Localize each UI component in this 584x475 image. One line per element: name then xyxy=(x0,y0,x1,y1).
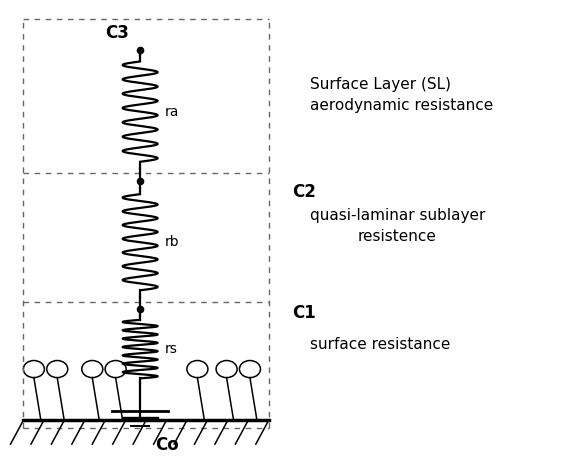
Text: C3: C3 xyxy=(105,24,128,42)
Text: Surface Layer (SL)
aerodynamic resistance: Surface Layer (SL) aerodynamic resistanc… xyxy=(310,77,493,113)
Text: quasi-laminar sublayer
resistence: quasi-laminar sublayer resistence xyxy=(310,208,485,244)
Text: rs: rs xyxy=(165,342,178,356)
Text: rb: rb xyxy=(165,235,179,249)
Text: surface resistance: surface resistance xyxy=(310,337,450,352)
Text: C2: C2 xyxy=(292,183,316,201)
Text: Co: Co xyxy=(155,436,179,454)
Text: C1: C1 xyxy=(292,304,316,323)
Text: ra: ra xyxy=(165,104,179,119)
